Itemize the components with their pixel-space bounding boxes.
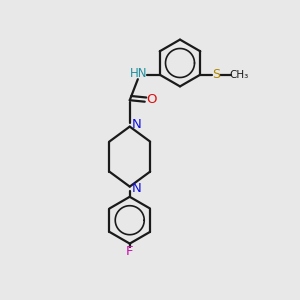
Text: CH₃: CH₃ (229, 70, 249, 80)
Text: N: N (131, 118, 141, 131)
Text: N: N (131, 182, 141, 196)
Text: HN: HN (130, 67, 148, 80)
Text: S: S (212, 68, 220, 81)
Text: F: F (126, 245, 134, 258)
Text: O: O (147, 93, 157, 106)
